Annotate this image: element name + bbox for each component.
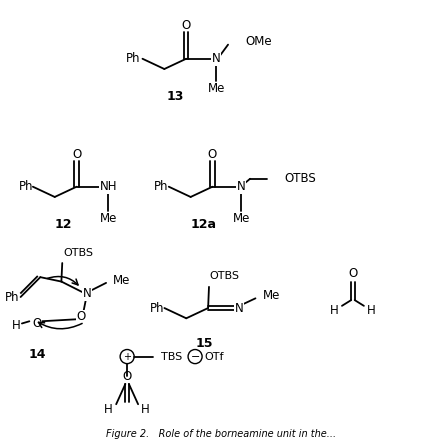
Text: NH: NH <box>100 180 117 193</box>
Text: N: N <box>82 287 91 301</box>
Text: 12: 12 <box>55 218 72 231</box>
Text: H: H <box>104 403 113 416</box>
Text: Ph: Ph <box>126 52 140 65</box>
Text: O: O <box>76 310 86 323</box>
Text: H: H <box>367 304 376 317</box>
Text: Ph: Ph <box>154 180 169 193</box>
Text: O: O <box>208 147 217 161</box>
Text: +: + <box>123 352 131 361</box>
Text: N: N <box>237 180 246 193</box>
Text: Ph: Ph <box>150 301 164 314</box>
Text: N: N <box>234 301 243 314</box>
Text: OTBS: OTBS <box>210 271 240 281</box>
Text: Me: Me <box>232 212 250 225</box>
Text: Me: Me <box>263 289 281 302</box>
Text: 15: 15 <box>196 337 213 350</box>
Text: OTBS: OTBS <box>64 248 94 258</box>
Text: O: O <box>182 19 191 32</box>
Text: Me: Me <box>113 274 130 287</box>
Text: 14: 14 <box>29 348 46 361</box>
Text: Me: Me <box>100 212 117 225</box>
Text: −: − <box>191 352 200 361</box>
Text: OTf: OTf <box>205 352 224 361</box>
Text: 13: 13 <box>167 90 184 103</box>
Text: O: O <box>72 147 81 161</box>
Text: Figure 2.   Role of the borneamine unit in the...: Figure 2. Role of the borneamine unit in… <box>107 429 336 439</box>
Text: Ph: Ph <box>19 180 33 193</box>
Text: O: O <box>348 267 358 280</box>
Text: N: N <box>212 52 221 65</box>
Text: O: O <box>122 370 132 383</box>
Text: 12a: 12a <box>191 218 217 231</box>
Text: H: H <box>330 304 339 317</box>
Text: OMe: OMe <box>246 36 272 48</box>
Text: Me: Me <box>208 82 225 95</box>
Text: H: H <box>12 319 21 332</box>
Text: H: H <box>141 403 150 416</box>
Text: Ph: Ph <box>5 290 20 304</box>
Text: TBS: TBS <box>161 352 183 361</box>
Text: OTBS: OTBS <box>284 172 316 185</box>
Text: O: O <box>32 317 42 330</box>
